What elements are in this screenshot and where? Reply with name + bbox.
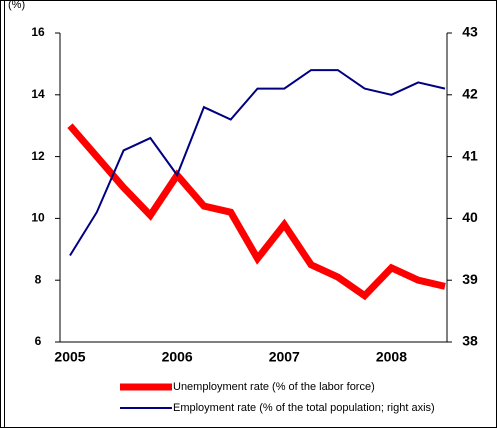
y2-tick-label: 40 <box>462 209 478 225</box>
legend-label: Employment rate (% of the total populati… <box>173 402 435 414</box>
series-line <box>67 123 446 301</box>
x-tick-label: 2007 <box>269 349 300 365</box>
y-tick-label: 8 <box>35 272 42 286</box>
y-tick-label: 6 <box>35 334 42 348</box>
y2-tick-label: 42 <box>462 86 478 102</box>
x-tick-label: 2005 <box>54 349 85 365</box>
y-tick-label: 16 <box>31 25 45 39</box>
series-line <box>69 69 446 257</box>
y-tick-label: 10 <box>31 211 45 225</box>
y2-tick-label: 41 <box>462 147 478 163</box>
y-tick-label: 14 <box>31 87 45 101</box>
x-tick-label: 2008 <box>376 349 407 365</box>
x-tick-label: 2006 <box>162 349 193 365</box>
unit-label: (%) <box>8 0 25 11</box>
y2-tick-label: 43 <box>462 24 478 40</box>
y2-tick-label: 39 <box>462 271 478 287</box>
y-tick-label: 12 <box>31 149 45 163</box>
legend-label: Unemployment rate (% of the labor force) <box>173 381 375 393</box>
y2-tick-label: 38 <box>462 333 478 349</box>
